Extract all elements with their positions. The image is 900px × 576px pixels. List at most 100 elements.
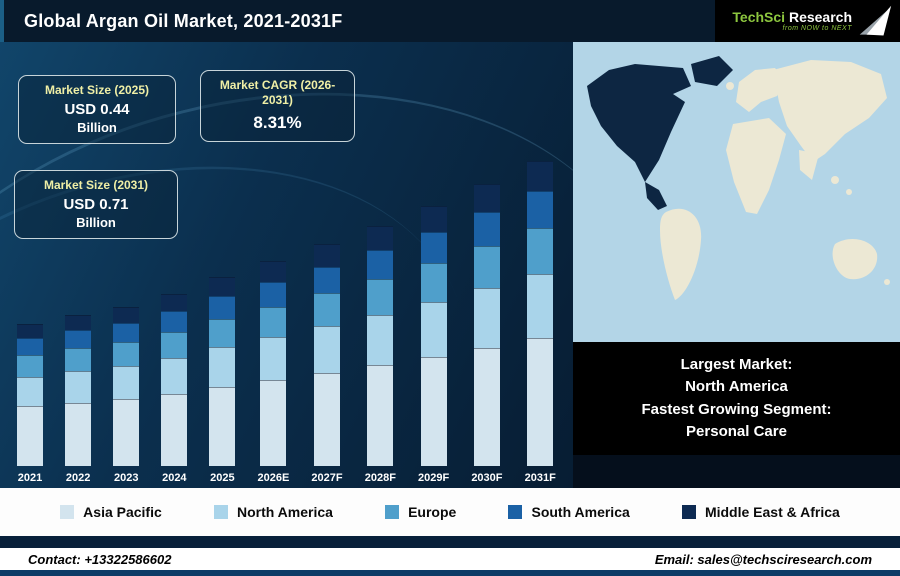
bar-segment-middle-east-africa (161, 294, 188, 312)
axis-label: 2023 (113, 472, 139, 484)
info-box-market-size-2025: Market Size (2025) USD 0.44 Billion (18, 75, 176, 144)
bar-segment-europe (113, 341, 140, 366)
bar-segment-asia-pacific (473, 347, 500, 466)
bar-segment-south-america (473, 212, 500, 247)
region-asia (773, 60, 887, 162)
map-caption: Largest Market: North America Fastest Gr… (573, 342, 900, 455)
bar-column: 2030F (471, 183, 503, 484)
legend-swatch-icon (60, 505, 75, 519)
world-map (573, 42, 900, 342)
legend-item-north-america: North America (213, 504, 333, 520)
info-box-market-size-2031: Market Size (2031) USD 0.71 Billion (14, 170, 178, 239)
region-australia (832, 239, 878, 280)
region-india (799, 150, 819, 180)
bar-segment-europe (161, 331, 188, 358)
legend-swatch-icon (681, 505, 696, 519)
bar-segment-asia-pacific (209, 386, 236, 466)
bar-segment-middle-east-africa (367, 225, 394, 250)
info-box-market-cagr: Market CAGR (2026-2031) 8.31% (200, 70, 355, 142)
bar-segment-middle-east-africa (527, 160, 554, 192)
bar-segment-south-america (161, 311, 188, 332)
logo-text: TechSci Research from NOW to NEXT (732, 10, 852, 32)
bar-segment-north-america (314, 326, 341, 373)
logo-name-secondary: Research (788, 8, 852, 25)
bar-column: 2023 (113, 306, 140, 484)
footer-contact: Contact: +13322586602 (28, 551, 172, 567)
legend-item-europe: Europe (385, 504, 456, 520)
bar-segment-middle-east-africa (65, 315, 92, 331)
bar-stack (260, 261, 287, 466)
region-uk (726, 82, 734, 90)
legend-label: Middle East & Africa (704, 504, 840, 520)
info-box-value: USD 0.44 (64, 101, 130, 118)
bar-segment-south-america (527, 191, 554, 228)
bar-segment-middle-east-africa (209, 276, 236, 296)
logo-arrow-icon (859, 5, 892, 36)
bar-stack (473, 183, 500, 466)
axis-label: 2027F (311, 472, 343, 484)
bar-stack (161, 294, 188, 466)
region-se-asia (831, 176, 839, 184)
legend-label: Europe (408, 504, 457, 520)
bar-segment-north-america (17, 376, 44, 407)
region-se-asia (846, 189, 852, 195)
bar-segment-north-america (113, 365, 140, 400)
caption-line: Personal Care (686, 423, 787, 440)
info-box-title: Market Size (2031) (43, 178, 149, 192)
legend-label: North America (236, 504, 333, 520)
axis-label: 2031F (524, 472, 556, 484)
legend-label: South America (531, 504, 630, 520)
legend: Asia Pacific North America Europe South … (0, 488, 900, 536)
bar-segment-north-america (209, 346, 236, 387)
bar-segment-europe (65, 348, 92, 372)
axis-label: 2021 (17, 472, 43, 484)
bar-segment-middle-east-africa (17, 323, 44, 338)
bar-stack (113, 306, 140, 466)
bar-column: 2028F (365, 225, 396, 484)
legend-label: Asia Pacific (83, 504, 162, 520)
axis-label: 2026E (257, 472, 290, 484)
caption-line: Largest Market: (680, 355, 793, 373)
legend-item-south-america: South America (508, 504, 630, 520)
bar-segment-north-america (161, 357, 188, 394)
bar-segment-asia-pacific (65, 402, 92, 466)
legend-swatch-icon (385, 505, 400, 519)
techsci-logo: TechSci Research from NOW to NEXT (715, 0, 900, 42)
bar-segment-middle-east-africa (473, 183, 500, 213)
bar-segment-asia-pacific (17, 406, 44, 466)
legend-swatch-icon (508, 505, 523, 519)
axis-label: 2030F (471, 472, 503, 484)
bar-segment-asia-pacific (420, 356, 447, 466)
legend-swatch-icon (213, 505, 228, 519)
region-central-america (645, 182, 667, 210)
bar-segment-europe (367, 278, 394, 315)
caption-line: North America (685, 378, 788, 395)
bar-segment-europe (17, 355, 44, 377)
region-south-america (660, 208, 702, 300)
bar-segment-north-america (473, 288, 500, 348)
bar-segment-south-america (113, 322, 140, 342)
bar-column: 2027F (311, 244, 343, 484)
bar-segment-north-america (367, 314, 394, 365)
bar-column: 2029F (418, 205, 449, 484)
info-box-value: USD 0.71 (63, 196, 129, 213)
logo-tagline: from NOW to NEXT (782, 24, 852, 32)
region-north-america (587, 64, 691, 182)
legend-item-middle-east-africa: Middle East & Africa (681, 504, 840, 520)
bar-segment-europe (209, 318, 236, 347)
bar-segment-south-america (367, 249, 394, 279)
bar-stack (314, 244, 341, 466)
bar-stack (420, 205, 447, 466)
bar-segment-south-america (65, 330, 92, 349)
info-box-title: Market Size (2025) (44, 83, 150, 97)
bar-column: 2024 (161, 294, 188, 484)
bar-segment-middle-east-africa (420, 205, 447, 232)
bar-segment-north-america (420, 302, 447, 357)
axis-label: 2024 (162, 472, 187, 484)
bar-stack (209, 276, 236, 466)
footer-email: Email: sales@techsciresearch.com (654, 551, 872, 567)
bar-segment-north-america (527, 273, 554, 338)
bar-segment-middle-east-africa (260, 261, 287, 282)
chart-panel: 2021 2022 2023 2024 2025 2026E 2027F 2028F 2029F… (0, 42, 573, 488)
bar-segment-europe (314, 293, 341, 327)
